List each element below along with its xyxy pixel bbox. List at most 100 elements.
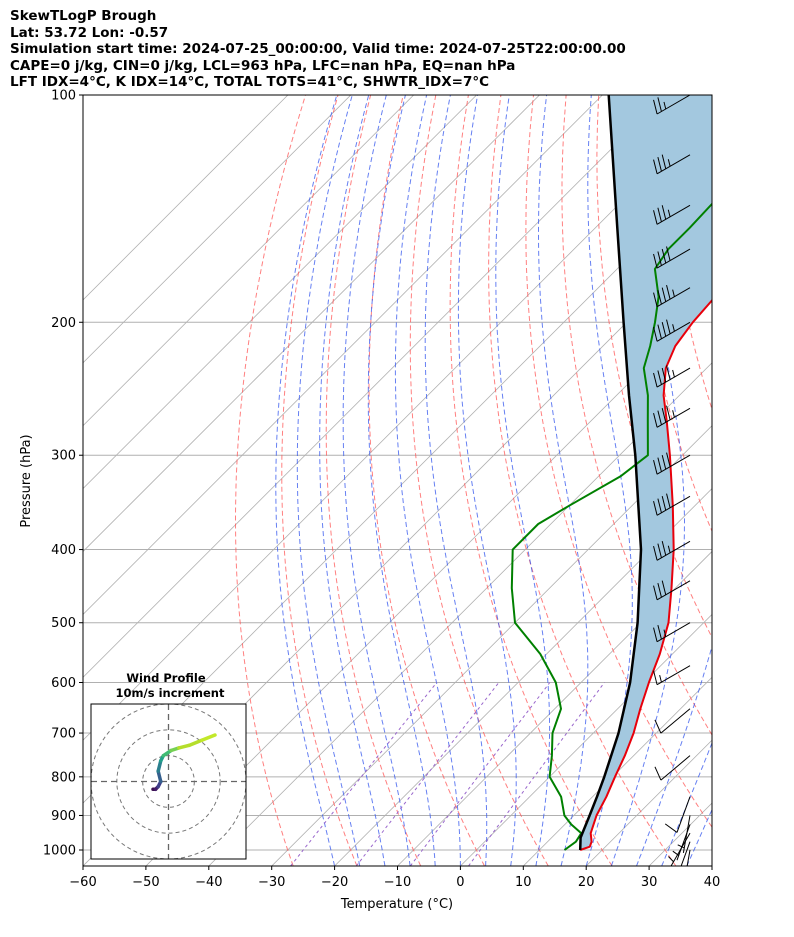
x-tick-label: −60 xyxy=(69,875,96,890)
moist-adiabat xyxy=(457,95,517,866)
barb-flag xyxy=(657,410,662,425)
barb-flag xyxy=(653,413,658,428)
background-lines xyxy=(83,95,794,866)
y-tick-label: 200 xyxy=(51,316,76,331)
y-tick-label: 400 xyxy=(51,543,76,558)
mixing-ratio-line xyxy=(409,682,551,866)
barb-staff xyxy=(656,154,691,175)
barb-staff xyxy=(656,248,691,269)
barb-half-flag xyxy=(672,324,675,332)
moist-adiabat xyxy=(538,95,589,866)
moist-adiabat xyxy=(275,95,338,866)
barb-flag xyxy=(661,287,667,302)
y-tick-label: 900 xyxy=(51,809,76,824)
dry-adiabat xyxy=(596,95,712,639)
barb-flag xyxy=(653,253,658,269)
barb-flag xyxy=(661,454,667,470)
barb-flag xyxy=(653,546,658,561)
hodograph-segment xyxy=(156,759,163,773)
barb-flag xyxy=(653,372,658,388)
y-tick-label: 800 xyxy=(51,770,76,785)
isotherm-line xyxy=(397,550,712,866)
barb-staff xyxy=(676,824,691,861)
wind-barbs xyxy=(653,95,691,866)
wind-barb xyxy=(654,755,691,781)
wind-barb xyxy=(653,95,691,115)
barb-half-flag xyxy=(667,159,671,167)
barb-staff xyxy=(656,580,691,601)
x-tick-label: 30 xyxy=(641,875,658,890)
isotherm-line xyxy=(83,95,414,427)
y-tick-label: 100 xyxy=(51,89,76,104)
barb-flag xyxy=(657,289,662,305)
x-tick-label: −30 xyxy=(258,875,285,890)
dry-adiabat xyxy=(235,95,306,866)
dry-adiabat xyxy=(368,95,485,866)
wind-barb xyxy=(653,452,691,475)
barb-staff xyxy=(656,622,691,643)
barb-flag xyxy=(666,319,671,334)
y-tick-label: 500 xyxy=(51,616,76,631)
wind-barb xyxy=(653,622,691,643)
barb-flag xyxy=(657,324,662,339)
y-tick-label: 700 xyxy=(51,727,76,742)
barb-flag xyxy=(666,246,671,261)
x-tick-label: −50 xyxy=(132,875,159,890)
y-tick-label: 1000 xyxy=(43,844,76,859)
moist-adiabat xyxy=(610,95,685,866)
moist-adiabat xyxy=(296,95,361,866)
dry-adiabat xyxy=(525,95,712,828)
isotherm-line xyxy=(83,95,666,678)
barb-flag xyxy=(657,543,662,558)
cin-shading xyxy=(580,95,712,850)
isotherm-line xyxy=(334,488,712,866)
isotherm-line xyxy=(83,95,540,553)
barb-flag xyxy=(661,541,667,556)
barb-half-flag xyxy=(672,369,675,378)
moist-adiabat xyxy=(711,864,712,866)
wind-barb xyxy=(653,365,691,388)
moist-adiabat xyxy=(636,644,712,866)
dry-adiabat xyxy=(409,95,549,866)
x-tick-label: −10 xyxy=(384,875,411,890)
barb-flag xyxy=(666,452,671,467)
barb-flag xyxy=(661,322,667,337)
barb-flag xyxy=(661,580,667,595)
barb-flag xyxy=(654,766,662,781)
wind-barb xyxy=(654,708,691,734)
dry-adiabat xyxy=(281,95,358,866)
dry-adiabat xyxy=(729,95,794,866)
dewpoint-profile xyxy=(510,202,712,851)
barb-staff xyxy=(680,841,691,866)
wind-barb xyxy=(653,319,691,342)
wind-barb xyxy=(668,832,691,866)
barb-staff xyxy=(676,796,691,833)
parcel-profile xyxy=(578,95,643,851)
barb-staff xyxy=(660,708,691,734)
hodograph-segment xyxy=(200,733,217,742)
isotherm-line xyxy=(83,95,603,615)
isotherm-line xyxy=(711,865,712,866)
chart-header: SkewTLogP Brough Lat: 53.72 Lon: -0.57 S… xyxy=(10,8,626,91)
inset-title: Wind Profile xyxy=(126,671,206,685)
x-tick-label: 10 xyxy=(515,875,532,890)
barb-flag xyxy=(653,210,658,225)
barb-flag xyxy=(653,585,658,600)
indices-line-1: CAPE=0 j/kg, CIN=0 j/kg, LCL=963 hPa, LF… xyxy=(10,57,516,74)
barb-flag xyxy=(657,624,662,640)
barb-staff xyxy=(656,407,691,428)
wind-barb xyxy=(686,849,691,866)
x-axis-label: Temperature (°C) xyxy=(340,897,453,912)
mixing-ratio-line xyxy=(355,682,500,866)
inset-subtitle: 10m/s increment xyxy=(116,686,225,700)
barb-flag xyxy=(661,367,667,383)
indices-line-2: LFT IDX=4°C, K IDX=14°C, TOTAL TOTS=41°C… xyxy=(10,74,490,91)
x-tick-label: 20 xyxy=(578,875,595,890)
barb-flag xyxy=(657,251,662,266)
chart-title: SkewTLogP Brough xyxy=(10,8,157,24)
wind-barb xyxy=(653,204,691,225)
inset-frame xyxy=(90,703,247,860)
barb-staff xyxy=(656,95,691,115)
